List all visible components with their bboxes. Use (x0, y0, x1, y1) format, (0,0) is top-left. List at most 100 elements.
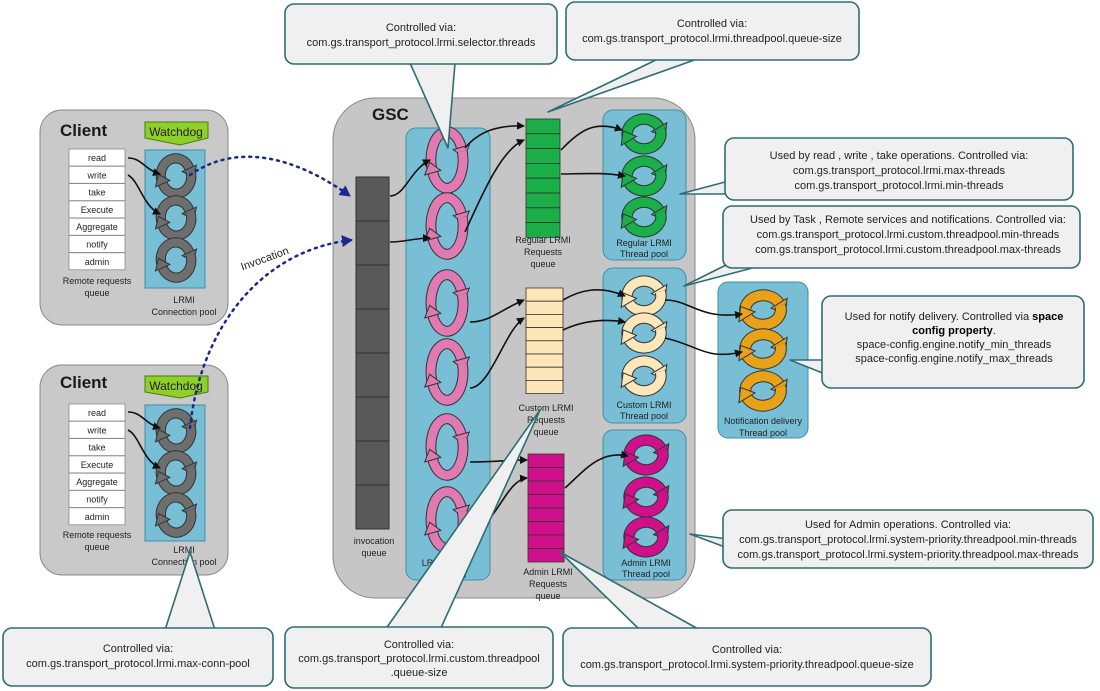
queue-slot (525, 327, 564, 342)
callout-regular (724, 137, 1074, 201)
cycle-arc (428, 216, 468, 259)
cycle-arrows-icon (738, 328, 788, 370)
flow-arrow (127, 157, 161, 177)
cycle-arc (624, 210, 666, 237)
admin-requests-queue (527, 453, 565, 563)
pool-label-1: LRMI (173, 545, 195, 555)
cycle-arc (426, 414, 466, 457)
cycle-arc (626, 530, 668, 557)
queue-slot (525, 192, 561, 209)
callout-queue-size-line1: Controlled via: (677, 18, 747, 30)
pool-label-2: Connection pool (151, 307, 216, 317)
connection-pool-threads (154, 408, 198, 538)
cycle-arc (428, 150, 468, 193)
arrow-icon (154, 470, 171, 485)
cycle-arc (426, 193, 466, 236)
cycle-arc (158, 466, 196, 495)
queue-slot (527, 534, 565, 549)
notification-threads (738, 289, 788, 412)
callout-regular-line2: com.gs.transport_protocol.lrmi.max-threa… (793, 165, 1006, 177)
callout-queue-size-line2: com.gs.transport_protocol.lrmi.threadpoo… (582, 33, 842, 45)
callout-selector (284, 3, 558, 65)
callout-sqs-line1: Controlled via: (712, 644, 782, 656)
callout-custom (722, 205, 1081, 269)
invocation-queue-slot (355, 484, 390, 530)
queue-slot (525, 366, 564, 381)
cycle-arrows-icon (738, 370, 788, 412)
callout-custom-queue-size (284, 626, 554, 689)
flow-arrow (127, 429, 161, 469)
admin-pool-label-1: Admin LRMI (621, 558, 671, 568)
arrow-icon (423, 373, 442, 388)
admin-queue-label-3: queue (535, 591, 560, 601)
flow-arrow (560, 123, 623, 151)
arrow-icon (620, 329, 638, 346)
queue-slot (527, 453, 565, 468)
queue-slot (527, 507, 565, 522)
cycle-arc (742, 384, 786, 411)
invocation-queue (355, 176, 390, 530)
connection-pool-threads (154, 153, 198, 283)
queue-slot (525, 148, 561, 164)
invocation-queue-label-2: queue (361, 548, 386, 558)
cycle-arc (158, 253, 196, 282)
operation-label: read (88, 408, 106, 418)
queue-slot (525, 162, 561, 179)
regular-queue-label-1: Regular LRMI (515, 235, 571, 245)
invocation-queue-slot (355, 440, 390, 486)
callout-notify-line3: space-config.engine.notify_min_threads (857, 339, 1052, 351)
flow-arrow (469, 456, 528, 465)
cycle-arrows-icon (620, 113, 668, 155)
cycle-arc (426, 270, 466, 313)
regular-pool-label-1: Regular LRMI (616, 238, 672, 248)
custom-thread-pool-threads (620, 275, 668, 397)
invocation-queue-slot (355, 352, 390, 398)
operation-label: take (88, 188, 105, 198)
cycle-arc (742, 342, 786, 369)
invocation-queue-slot (355, 396, 390, 442)
queue-slot (525, 300, 564, 315)
cycle-arrows-icon (423, 269, 471, 337)
operation-label: take (88, 443, 105, 453)
operation-label: Aggregate (76, 222, 118, 232)
client-1: Client Watchdog read write take Execute Aggr… (39, 109, 229, 326)
cycle-arc (156, 238, 194, 267)
cycle-arc (158, 424, 196, 453)
callout-regular-line1: Used by read , write , take operations. … (770, 150, 1029, 162)
cycle-arc (428, 437, 468, 480)
arrow-icon (620, 130, 638, 147)
queue-label-2: queue (84, 542, 109, 552)
admin-queue-label-1: Admin LRMI (523, 567, 573, 577)
custom-pool-label-2: Thread pool (620, 411, 668, 421)
operation-label: Execute (81, 205, 114, 215)
callout-cqs-line2: com.gs.transport_protocol.lrmi.custom.th… (298, 653, 540, 665)
admin-pool-label-2: Thread pool (622, 569, 670, 579)
invocation-queue-slot (355, 264, 390, 310)
cycle-arc (158, 211, 196, 240)
cycle-arc (742, 303, 786, 330)
cycle-arrows-icon (423, 338, 471, 406)
queue-label-1: Remote requests (63, 530, 132, 540)
callout-notify-line4: space-config.engine.notify_max_threads (855, 353, 1053, 365)
operation-label: admin (85, 512, 110, 522)
queue-slot (525, 118, 561, 135)
flow-arrow (389, 159, 431, 197)
regular-pool-label-2: Thread pool (620, 249, 668, 259)
operations-list: read write take Execute Aggregate notify admin (68, 148, 126, 271)
arrow-icon (154, 512, 171, 527)
operation-label: write (86, 170, 106, 180)
flow-arrow (664, 299, 743, 319)
arrow-icon (622, 533, 640, 550)
cycle-arc (428, 362, 468, 405)
callout-notify-line2: config property. (912, 325, 996, 337)
invocation-queue-slot (355, 220, 390, 266)
callout-cqs-line3: .queue-size (391, 667, 448, 679)
queue-slot (525, 353, 564, 368)
cycle-arrows-icon (620, 312, 668, 354)
cycle-arc (626, 448, 668, 475)
cycle-arrows-icon (620, 355, 668, 397)
client-title: Client (60, 121, 108, 140)
queue-slot (527, 480, 565, 495)
callout-notify-bold-2: config property (912, 325, 994, 337)
arrow-icon (423, 521, 442, 536)
